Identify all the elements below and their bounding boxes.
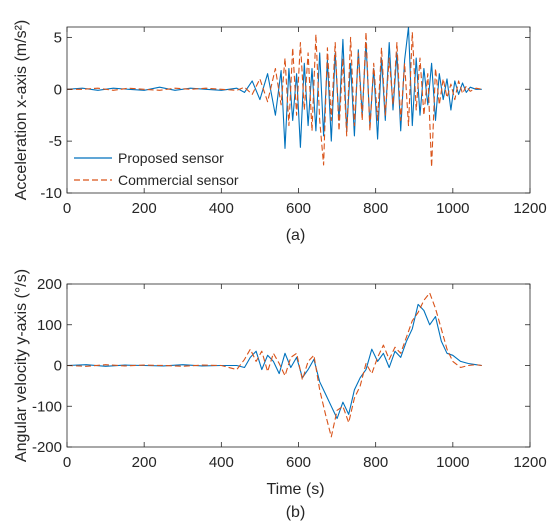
x-tick-label: 1200 xyxy=(513,200,546,217)
series-group xyxy=(67,27,482,168)
series-line-proposed-sensor xyxy=(67,303,482,420)
legend: Proposed sensor Commercial sensor xyxy=(74,150,239,188)
x-tick-label: 1000 xyxy=(436,200,469,217)
x-tick-label: 0 xyxy=(63,200,71,217)
x-tick-label: 400 xyxy=(209,454,234,471)
x-tick-label: 600 xyxy=(286,200,311,217)
x-tick-label: 200 xyxy=(132,200,157,217)
y-tick-label: 200 xyxy=(37,276,62,293)
x-axis-label: Time (s) xyxy=(266,481,324,498)
x-tick-label: 1000 xyxy=(436,454,469,471)
x-tick-label: 400 xyxy=(209,200,234,217)
y-tick-label: -10 xyxy=(40,185,62,202)
y-axis-label: Acceleration x-axis (m/s²) xyxy=(13,20,30,200)
x-tick-label: 800 xyxy=(363,454,388,471)
series-line-commercial-sensor xyxy=(67,31,482,168)
y-tick-label: 0 xyxy=(54,81,62,98)
panel-label: (b) xyxy=(286,504,306,521)
x-tick-label: 1200 xyxy=(513,454,546,471)
series-line-commercial-sensor xyxy=(67,292,482,438)
y-tick-label: 100 xyxy=(37,317,62,334)
x-tick-label: 600 xyxy=(286,454,311,471)
series-group xyxy=(67,292,482,438)
series-line-proposed-sensor xyxy=(67,27,482,149)
y-tick-label: -100 xyxy=(32,398,62,415)
legend-entry: Commercial sensor xyxy=(118,172,239,188)
panel-a: 0 200 400 600 800 1000 1200 -10 -5 0 5 Acceleration… xyxy=(13,20,547,244)
panel-b: 0 200 400 600 800 1000 1200 -200 -100 0 100 200 Angu… xyxy=(13,269,547,521)
y-tick-label: -200 xyxy=(32,439,62,456)
x-tick-label: 0 xyxy=(63,454,71,471)
panel-label: (a) xyxy=(286,227,306,244)
legend-entry: Proposed sensor xyxy=(118,150,224,166)
x-tick-label: 800 xyxy=(363,200,388,217)
y-tick-label: 0 xyxy=(54,358,62,375)
y-tick-label: -5 xyxy=(49,133,62,150)
y-tick-label: 5 xyxy=(54,29,62,46)
y-axis-label: Angular velocity y-axis (°/s) xyxy=(13,269,30,462)
x-tick-label: 200 xyxy=(132,454,157,471)
